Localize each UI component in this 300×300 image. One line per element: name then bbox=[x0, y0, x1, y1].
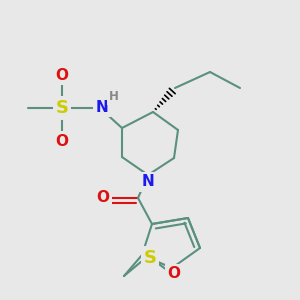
Text: N: N bbox=[96, 100, 108, 115]
Text: S: S bbox=[143, 249, 157, 267]
Text: O: O bbox=[56, 68, 68, 82]
Text: O: O bbox=[167, 266, 181, 281]
Text: N: N bbox=[142, 175, 154, 190]
Text: S: S bbox=[56, 99, 68, 117]
Text: O: O bbox=[97, 190, 110, 206]
Text: H: H bbox=[109, 89, 119, 103]
Text: O: O bbox=[56, 134, 68, 148]
